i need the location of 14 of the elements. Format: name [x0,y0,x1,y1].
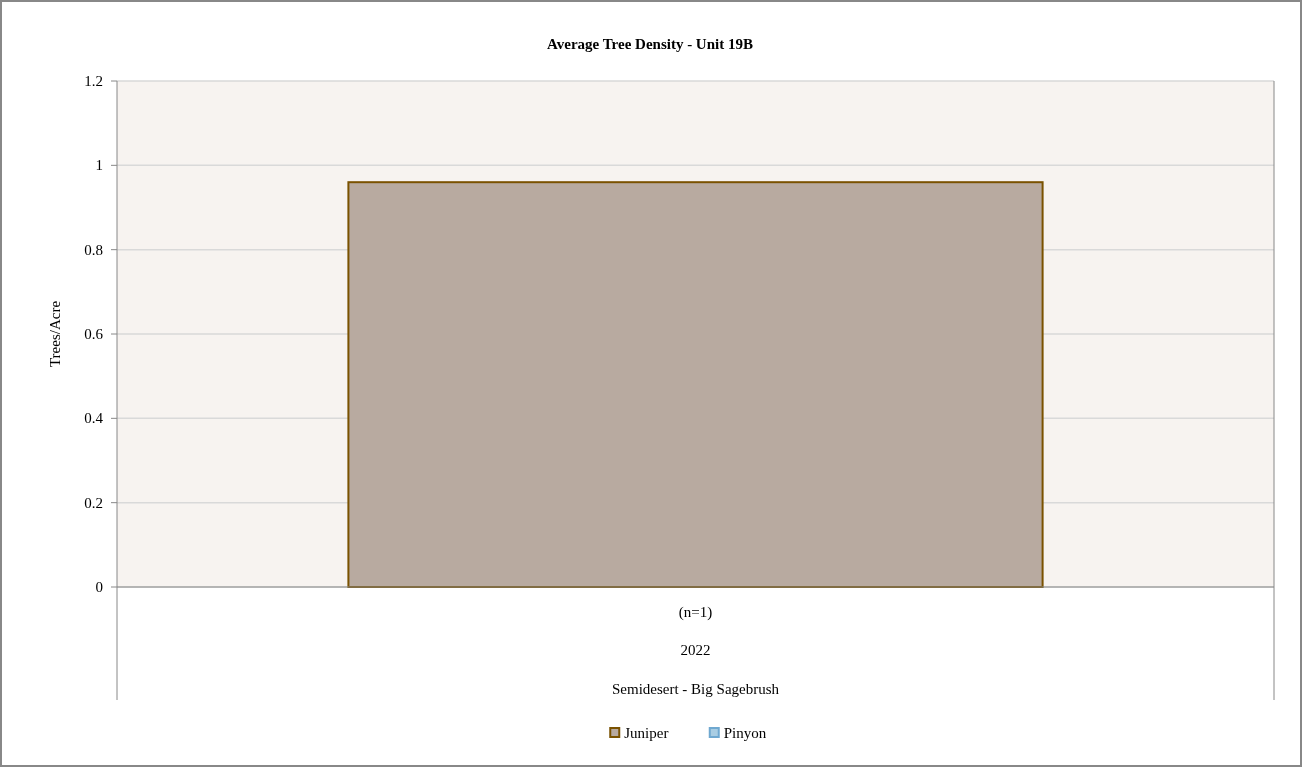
legend-label: Juniper [624,725,669,741]
y-tick-label: 0.4 [84,410,104,427]
legend-label: Pinyon [723,725,767,741]
y-tick-label: 1 [95,157,103,174]
y-tick-label: 1.2 [84,73,103,89]
chart-title: Average Tree Density - Unit 19B [547,36,753,52]
x-tick-label: (n=1) [678,604,713,621]
text: Semidesert - Big Sagebrush [611,681,780,697]
y-tick-label: 0.8 [84,241,103,258]
y-tick-label: 0.6 [84,326,104,342]
y-axis-title: Trees/Acre [47,300,63,368]
y-tick-label: 0.2 [84,494,103,511]
y-tick-label: 0 [95,579,103,595]
text: 2022 [680,642,711,658]
